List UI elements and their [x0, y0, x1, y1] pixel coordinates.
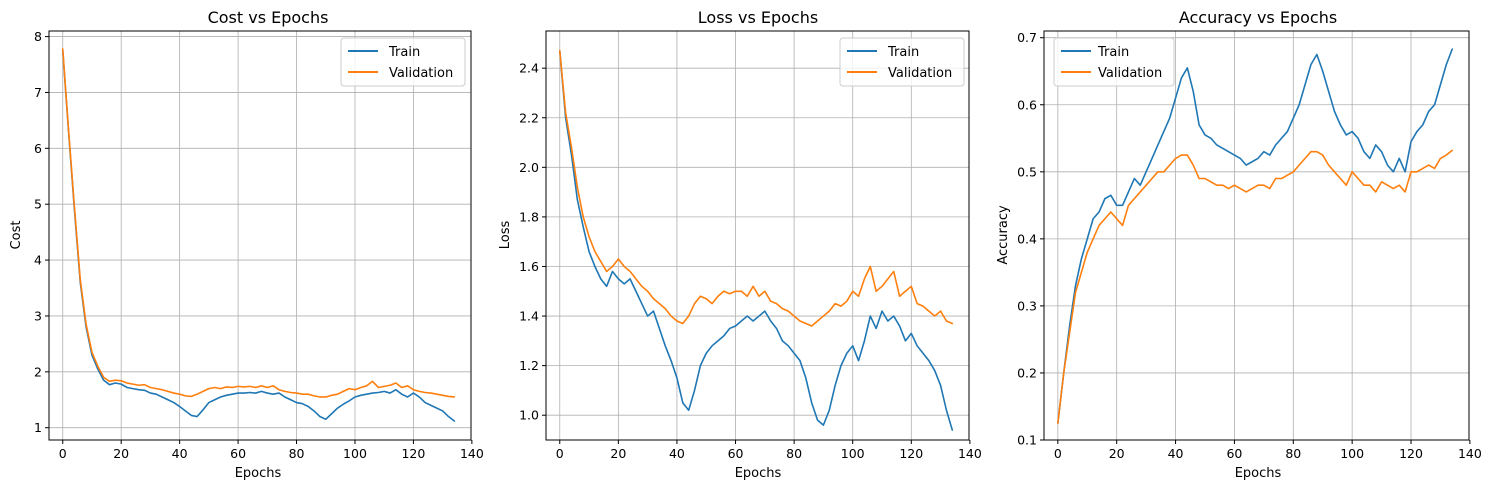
y-tick-label: 1	[34, 420, 42, 435]
y-tick-label: 0.3	[1017, 298, 1037, 313]
x-tick-label: 80	[786, 446, 802, 461]
y-tick-label: 0.2	[1017, 365, 1037, 380]
y-axis-label: Loss	[498, 221, 513, 250]
legend: Train Validation	[839, 37, 965, 87]
x-tick-label: 140	[958, 446, 982, 461]
cost-chart: Cost vs Epochs Epochs Cost 0 20 40 60 80 100 1…	[9, 8, 484, 481]
legend-validation-label: Validation	[1098, 66, 1162, 81]
y-tick-label: 0.1	[1017, 433, 1037, 448]
legend-train-label: Train	[887, 45, 919, 60]
y-tick-label: 0.7	[1017, 30, 1037, 45]
x-tick-label: 20	[610, 446, 626, 461]
x-tick-label: 140	[460, 446, 484, 461]
series-line-validation	[61, 48, 456, 398]
y-tick-label: 7	[34, 85, 42, 100]
y-tick-label: 2	[34, 364, 42, 379]
chart-title: Accuracy vs Epochs	[1179, 8, 1337, 27]
y-tick-label: 0.5	[1017, 164, 1037, 179]
x-axis-label: Epochs	[235, 466, 282, 481]
y-tick-label: 2.0	[519, 160, 539, 175]
x-tick-label: 80	[289, 446, 305, 461]
legend: Train Validation	[340, 37, 466, 87]
y-tick-label: 1.0	[519, 408, 539, 423]
y-tick-label: 0.4	[1017, 231, 1037, 246]
x-tick-label: 0	[556, 446, 564, 461]
legend-train-label: Train	[1097, 45, 1129, 60]
y-tick-label: 4	[34, 253, 42, 268]
x-tick-label: 40	[172, 446, 188, 461]
x-tick-label: 60	[230, 446, 246, 461]
legend-train-label: Train	[388, 45, 420, 60]
axes-frame	[1043, 30, 1470, 441]
y-tick-label: 0.6	[1017, 97, 1037, 112]
x-tick-label: 120	[899, 446, 923, 461]
y-tick-label: 3	[34, 308, 42, 323]
x-tick-label: 60	[1226, 446, 1242, 461]
x-axis-label: Epochs	[735, 466, 782, 481]
y-tick-label: 5	[34, 197, 42, 212]
accuracy-chart: Accuracy vs Epochs Epochs Accuracy 0 20 40…	[996, 8, 1482, 481]
series-line-validation	[558, 50, 954, 327]
y-tick-label: 6	[34, 141, 42, 156]
series-line-validation	[1057, 149, 1454, 425]
plot-area: 0 20 40 60 80 100 120 140 0.1 0.2 0.3 0.4 0.5 0.6 0.7	[1017, 30, 1482, 461]
x-tick-label: 80	[1285, 446, 1301, 461]
x-tick-label: 120	[401, 446, 425, 461]
x-tick-label: 40	[669, 446, 685, 461]
x-tick-label: 100	[1340, 446, 1364, 461]
y-axis-label: Accuracy	[996, 205, 1011, 265]
legend-validation-label: Validation	[389, 66, 453, 81]
x-tick-label: 0	[1054, 446, 1062, 461]
axes-frame	[545, 30, 970, 441]
y-tick-label: 1.2	[519, 358, 539, 373]
x-tick-label: 20	[113, 446, 129, 461]
plot-area: 0 20 40 60 80 100 120 140 1 2 3 4 5 6 7 8	[34, 29, 484, 461]
x-tick-label: 120	[1399, 446, 1423, 461]
y-tick-label: 1.8	[519, 209, 539, 224]
chart-title: Loss vs Epochs	[698, 8, 818, 27]
legend-validation-label: Validation	[888, 66, 952, 81]
chart-title: Cost vs Epochs	[208, 8, 329, 27]
x-tick-label: 0	[59, 446, 67, 461]
series-line-train	[1057, 48, 1454, 425]
x-tick-label: 20	[1109, 446, 1125, 461]
plot-area: 0 20 40 60 80 100 120 140 1.0 1.2 1.4 1.6 1.8 2.0 2.2 2…	[519, 30, 982, 461]
x-tick-label: 40	[1168, 446, 1184, 461]
x-tick-label: 60	[728, 446, 744, 461]
x-tick-label: 100	[343, 446, 367, 461]
series-line-train	[61, 49, 456, 422]
y-tick-label: 2.4	[519, 61, 539, 76]
y-tick-label: 8	[34, 29, 42, 44]
loss-chart: Loss vs Epochs Epochs Loss 0 20 40 60 80 100 1…	[498, 8, 982, 481]
x-tick-label: 100	[841, 446, 865, 461]
y-axis-label: Cost	[9, 221, 24, 250]
series-line-train	[558, 50, 954, 431]
axes-frame	[48, 30, 472, 441]
y-tick-label: 1.4	[519, 309, 539, 324]
legend: Train Validation	[1053, 37, 1175, 87]
y-tick-label: 1.6	[519, 259, 539, 274]
y-tick-label: 2.2	[519, 110, 539, 125]
x-tick-label: 140	[1458, 446, 1482, 461]
x-axis-label: Epochs	[1235, 466, 1282, 481]
